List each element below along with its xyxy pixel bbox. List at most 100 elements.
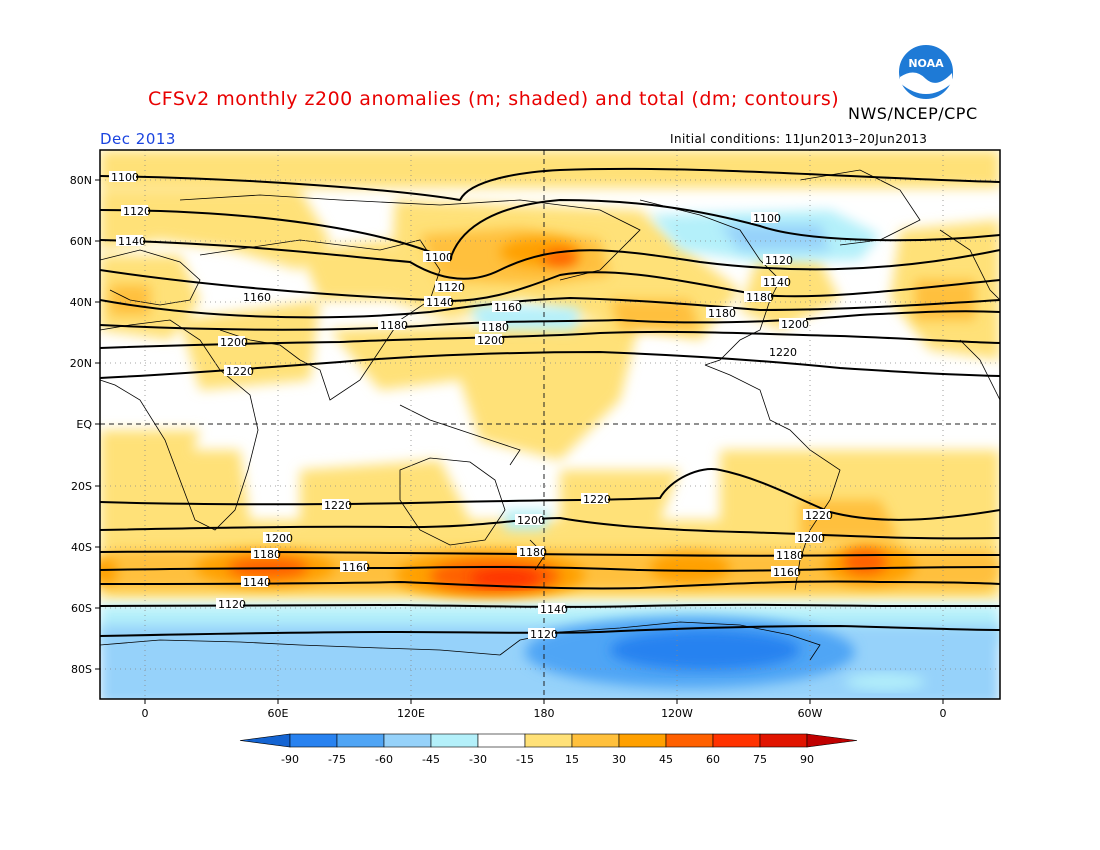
latitude-labels: 80N 60N 40N 20N EQ 20S 40S 60S 80S [70,174,93,676]
equator-dateline [100,150,1000,699]
lon-label: 60E [268,707,289,720]
contour-label: 1100 [109,171,139,184]
contour-label: 1200 [475,334,505,347]
lon-label: 120E [397,707,425,720]
svg-text:1200: 1200 [220,336,248,349]
contour-label: 1180 [706,307,736,320]
svg-text:1220: 1220 [226,365,254,378]
colorbar-swatch [524,733,573,748]
svg-text:1120: 1120 [765,254,793,267]
lon-label: 120W [661,707,693,720]
map-title: CFSv2 monthly z200 anomalies (m; shaded)… [148,88,840,110]
lat-label: 80S [71,663,92,676]
colorbar-tick-label: -15 [516,753,534,766]
contour-label: 1160 [771,566,801,579]
svg-text:1180: 1180 [380,319,408,332]
contour-label: 1220 [581,493,611,506]
contour-label: 1120 [528,628,558,641]
contour-label: 1200 [779,318,809,331]
svg-text:1180: 1180 [776,549,804,562]
colorbar-swatch [430,733,479,748]
colorbar-tick-label: -30 [469,753,487,766]
noaa-logo-icon: NOAA [897,43,955,101]
svg-text:1160: 1160 [342,561,370,574]
svg-text:1180: 1180 [481,321,509,334]
contour-label: 1140 [424,296,454,309]
colorbar-tick-label: -75 [328,753,346,766]
agency-label: NWS/NCEP/CPC [848,104,978,123]
tick-marks [95,179,944,704]
contour-label: 1180 [744,291,774,304]
contour-label: 1160 [492,301,522,314]
colorbar-swatch [712,733,761,748]
lon-label: 0 [940,707,947,720]
lat-label: 20S [71,480,92,493]
colorbar-swatch [759,733,808,748]
svg-text:1140: 1140 [540,603,568,616]
initial-conditions: Initial conditions: 11Jun2013–20Jun2013 [670,132,928,146]
height-contours [100,167,1000,637]
lon-label: 0 [142,707,149,720]
svg-text:1200: 1200 [517,514,545,527]
svg-text:1100: 1100 [111,171,139,184]
contour-label: 1220 [767,346,797,359]
contour-label: 1140 [241,576,271,589]
contour-label: 1160 [241,291,271,304]
lon-label: 180 [534,707,555,720]
contour-label: 1220 [224,365,254,378]
contour-label: 1140 [538,603,568,616]
svg-text:1120: 1120 [123,205,151,218]
colorbar-tick-label: 45 [659,753,673,766]
colorbar-swatch [383,733,432,748]
svg-text:1140: 1140 [243,576,271,589]
contour-label: 1200 [263,532,293,545]
colorbar-tick-label: 15 [565,753,579,766]
colorbar-swatch [571,733,620,748]
logo-text: NOAA [908,57,944,70]
svg-text:1220: 1220 [324,499,352,512]
svg-text:1100: 1100 [753,212,781,225]
colorbar-arrow-high [806,733,858,748]
contour-label: 1200 [515,514,545,527]
svg-text:1140: 1140 [763,276,791,289]
contour-label: 1180 [479,321,509,334]
contour-label: 1120 [216,598,246,611]
svg-text:1160: 1160 [773,566,801,579]
svg-text:1160: 1160 [243,291,271,304]
colorbar-tick-label: 90 [800,753,814,766]
contour-labels: 1100 1120 1140 1160 1180 1200 1220 1100 … [109,171,833,641]
color-legend: -90 -75 -60 -45 -30 -15 15 30 45 60 75 90 [239,733,858,766]
contour-label: 1180 [774,549,804,562]
svg-text:1200: 1200 [477,334,505,347]
contour-label: 1220 [803,509,833,522]
lat-label: 60N [70,235,92,248]
contour-label: 1100 [751,212,781,225]
svg-text:1180: 1180 [519,546,547,559]
svg-text:1220: 1220 [583,493,611,506]
contour-label: 1180 [251,548,281,561]
svg-text:1180: 1180 [253,548,281,561]
colorbar-tick-label: 75 [753,753,767,766]
colorbar-tick-label: -90 [281,753,299,766]
svg-text:1200: 1200 [265,532,293,545]
colorbar-swatch [665,733,714,748]
colorbar-swatch [618,733,667,748]
graticule [100,150,1000,699]
forecast-month: Dec 2013 [100,130,176,148]
colorbar-tick-label: 60 [706,753,720,766]
svg-text:1180: 1180 [708,307,736,320]
svg-text:1180: 1180 [746,291,774,304]
colorbar-swatch [336,733,385,748]
svg-text:1120: 1120 [530,628,558,641]
lat-label: 80N [70,174,92,187]
svg-text:1220: 1220 [805,509,833,522]
lat-label: 20N [70,357,92,370]
colorbar-swatch [477,733,526,748]
contour-label: 1180 [517,546,547,559]
colorbar-tick-label: -60 [375,753,393,766]
contour-label: 1140 [761,276,791,289]
lat-label: 60S [71,602,92,615]
svg-text:1160: 1160 [494,301,522,314]
colorbar-tick-label: -45 [422,753,440,766]
contour-label: 1160 [340,561,370,574]
